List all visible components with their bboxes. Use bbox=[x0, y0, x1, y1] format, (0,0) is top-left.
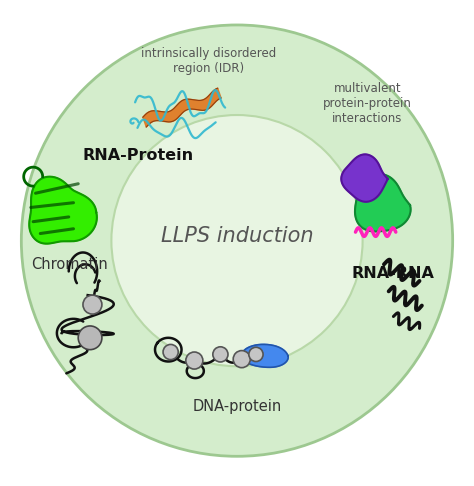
Circle shape bbox=[83, 295, 102, 314]
Polygon shape bbox=[355, 174, 410, 231]
Text: DNA-protein: DNA-protein bbox=[192, 399, 282, 414]
Polygon shape bbox=[29, 177, 97, 243]
Circle shape bbox=[233, 350, 250, 368]
Text: RNA-RNA: RNA-RNA bbox=[352, 266, 435, 281]
Polygon shape bbox=[341, 155, 388, 202]
Text: multivalent
protein-protein
interactions: multivalent protein-protein interactions bbox=[323, 82, 412, 125]
Text: Chromatin: Chromatin bbox=[31, 257, 108, 272]
Circle shape bbox=[213, 347, 228, 362]
Circle shape bbox=[78, 326, 102, 349]
Circle shape bbox=[186, 352, 203, 369]
Polygon shape bbox=[143, 88, 221, 127]
Circle shape bbox=[21, 25, 453, 456]
Circle shape bbox=[111, 115, 363, 366]
Text: intrinsically disordered
region (IDR): intrinsically disordered region (IDR) bbox=[141, 47, 276, 74]
Text: RNA-Protein: RNA-Protein bbox=[83, 148, 194, 163]
Text: LLPS induction: LLPS induction bbox=[161, 226, 313, 246]
Circle shape bbox=[163, 345, 178, 360]
Polygon shape bbox=[242, 345, 288, 367]
Circle shape bbox=[249, 347, 263, 362]
